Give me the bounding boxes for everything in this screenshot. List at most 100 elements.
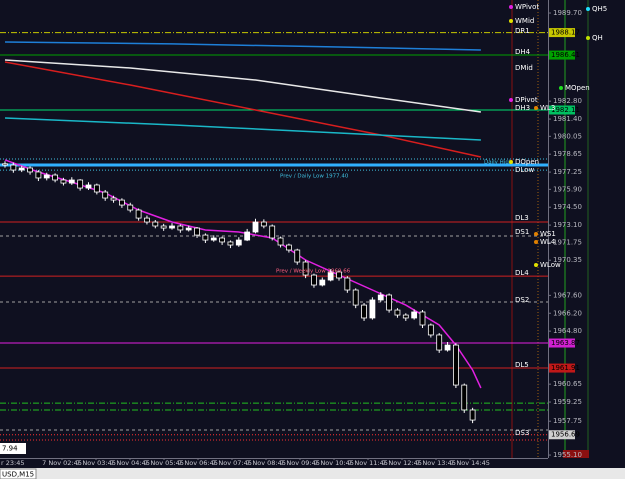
annotation: WL3	[540, 104, 555, 112]
y-tick-label: 1978.65	[553, 150, 582, 158]
annotation: WL4	[540, 238, 556, 246]
tab-bar	[0, 468, 625, 479]
candle-body	[377, 294, 384, 301]
price-marker	[549, 430, 575, 440]
annotation: DH4	[515, 48, 531, 56]
candle-body	[294, 249, 301, 263]
annotation: WMid	[515, 17, 534, 25]
annotation-dot	[559, 86, 563, 90]
price-marker	[549, 363, 575, 373]
status-box	[563, 450, 589, 458]
annotation: DR1	[515, 27, 530, 35]
y-tick-label: 1973.10	[553, 221, 582, 229]
y-tick-label: 1974.50	[553, 203, 582, 211]
annotation: DMid	[515, 64, 533, 72]
candle-body	[43, 174, 50, 179]
price-marker	[549, 338, 575, 348]
annotation: DS2	[515, 296, 529, 304]
x-tick-label: 7 Nov 08:45	[246, 459, 286, 467]
candle-body	[210, 237, 217, 241]
candle-body	[194, 227, 200, 236]
y-tick-label: 1975.90	[553, 185, 582, 193]
moving-average	[4, 61, 482, 158]
cursor-box	[0, 443, 26, 454]
annotation-dot	[534, 263, 538, 267]
candle-body	[285, 244, 292, 251]
candle-body	[177, 225, 184, 231]
x-tick-label: 7 Nov 07:45	[212, 459, 252, 467]
y-tick-label: 1970.35	[553, 256, 582, 264]
candle-body	[219, 237, 226, 243]
price-marker-label: 1982.11	[551, 106, 580, 114]
candle-body	[85, 184, 92, 189]
candle-body	[127, 204, 134, 211]
y-tick-label: 1959.25	[553, 398, 582, 406]
x-tick-label: 7 Nov 14:45	[450, 459, 490, 467]
y-tick-label: 1955.10	[553, 451, 582, 459]
candle-body	[461, 384, 468, 411]
annotation: Prev / Weekly Low 1969.66	[276, 269, 351, 275]
candle-body	[93, 184, 100, 193]
y-tick-label: 1966.20	[553, 309, 582, 317]
x-tick-label: r 23:45	[1, 459, 24, 467]
annotation-dot	[509, 5, 513, 9]
tab[interactable]	[0, 468, 37, 479]
y-tick-label: 1971.75	[553, 238, 582, 246]
annotation-dot	[534, 232, 538, 236]
x-tick-label: 7 Nov 05:45	[144, 459, 184, 467]
x-tick-label: 7 Nov 12:45	[382, 459, 422, 467]
candle-body	[327, 271, 334, 281]
price-marker-label: 1963.87	[551, 339, 580, 347]
candle-body	[35, 171, 42, 179]
x-tick-label: 7 Nov 10:45	[314, 459, 354, 467]
annotation-dot	[534, 106, 538, 110]
x-tick-label: 7 Nov 04:45	[110, 459, 150, 467]
candle-body	[185, 227, 192, 231]
candle-body	[77, 179, 84, 189]
candle-body	[452, 344, 459, 386]
annotation: WPivot	[515, 3, 539, 11]
candle-body	[427, 324, 434, 336]
candle-body	[152, 221, 159, 227]
y-tick-label: 1957.75	[553, 417, 582, 425]
annotation-dot	[509, 19, 513, 23]
annotation: WLow	[540, 261, 561, 269]
annotation: DL5	[515, 361, 529, 369]
candle-body	[244, 231, 251, 241]
price-marker-label: 1961.91	[551, 364, 580, 372]
candle-body	[436, 334, 443, 351]
candle-body	[235, 239, 242, 246]
candle-body	[2, 163, 8, 166]
annotation: DH3	[515, 104, 530, 112]
x-tick-label: 7 Nov 09:45	[280, 459, 320, 467]
candle-body	[277, 237, 284, 246]
candle-body	[60, 179, 67, 184]
price-marker	[549, 105, 575, 115]
annotation: DL3	[515, 214, 529, 222]
candle-body	[394, 309, 401, 316]
moving-average	[4, 59, 482, 113]
cursor-label: 7.94	[2, 445, 18, 453]
x-tick-label: 7 Nov 13:45	[416, 459, 456, 467]
annotation-dot	[509, 98, 513, 102]
annotation-dot	[509, 160, 513, 164]
candle-body	[135, 209, 142, 219]
candle-body	[319, 279, 326, 286]
annotation: Daily High	[484, 160, 513, 166]
candle-body	[369, 299, 376, 319]
annotation: DL4	[515, 269, 529, 277]
candle-body	[444, 344, 451, 351]
annotation-dot	[534, 240, 538, 244]
annotation-dot	[586, 7, 590, 11]
tab-label[interactable]: USD,M15	[2, 471, 34, 479]
y-tick-label: 1980.05	[553, 132, 582, 140]
x-tick-label: 7 Nov 03:45	[76, 459, 116, 467]
candle-body	[18, 167, 25, 171]
candle-body	[227, 241, 234, 246]
annotation-dot	[586, 36, 590, 40]
y-tick-label: 1964.80	[553, 327, 582, 335]
annotation: DLow	[515, 166, 534, 174]
candle-body	[68, 179, 75, 184]
candle-body	[411, 311, 418, 319]
